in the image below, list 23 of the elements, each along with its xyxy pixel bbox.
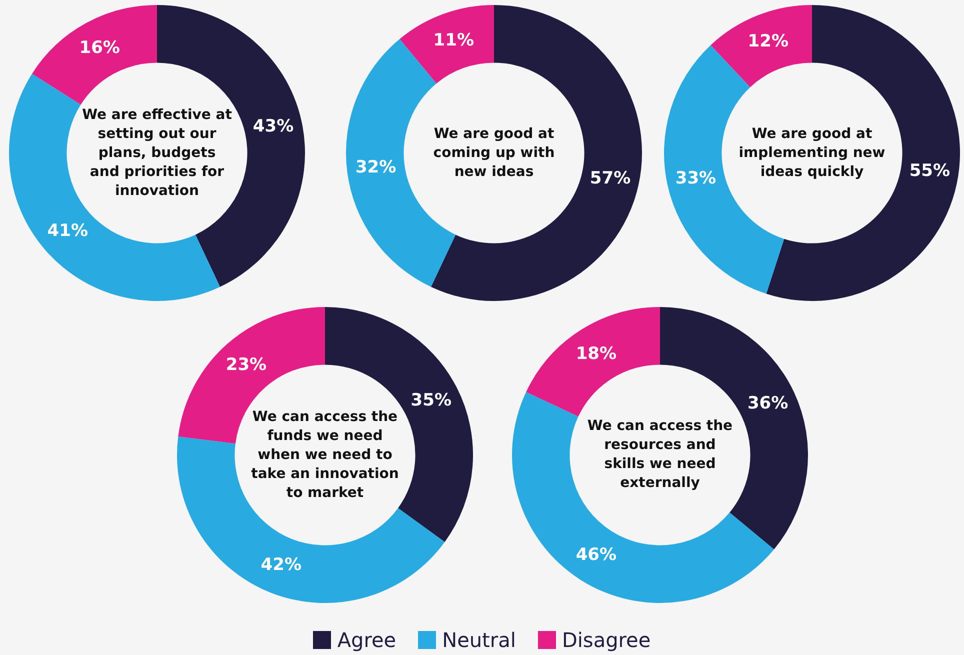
data-label: 11% [433,30,474,50]
data-label: 18% [576,344,617,364]
text: We are effective at setting out our plans, budgets and priorities for innovation [82,106,232,198]
text: We can access the resources and skills we need externally [587,418,733,491]
data-label: 43% [252,116,294,136]
text: We are good at coming up with new ideas [433,126,555,180]
data-label: 42% [260,555,302,576]
data-label: 33% [675,168,716,188]
data-label: 12% [748,32,788,52]
data-label: 16% [79,38,120,58]
data-label: 35% [410,390,452,410]
data-label: 23% [226,355,267,376]
data-label: 57% [590,168,631,188]
text: We can access the funds we need when we need to take an innovation to market [251,408,399,500]
legend-label: Neutral [442,628,516,652]
data-label: 46% [576,545,617,566]
text: We are good at implementing new ideas quickly [738,126,886,180]
data-label: 32% [355,157,396,178]
data-label: 36% [747,394,788,414]
legend-label: Disagree [562,628,651,652]
data-label: 41% [47,221,88,242]
legend-label: Agree [337,628,396,652]
data-label: 55% [909,161,950,182]
